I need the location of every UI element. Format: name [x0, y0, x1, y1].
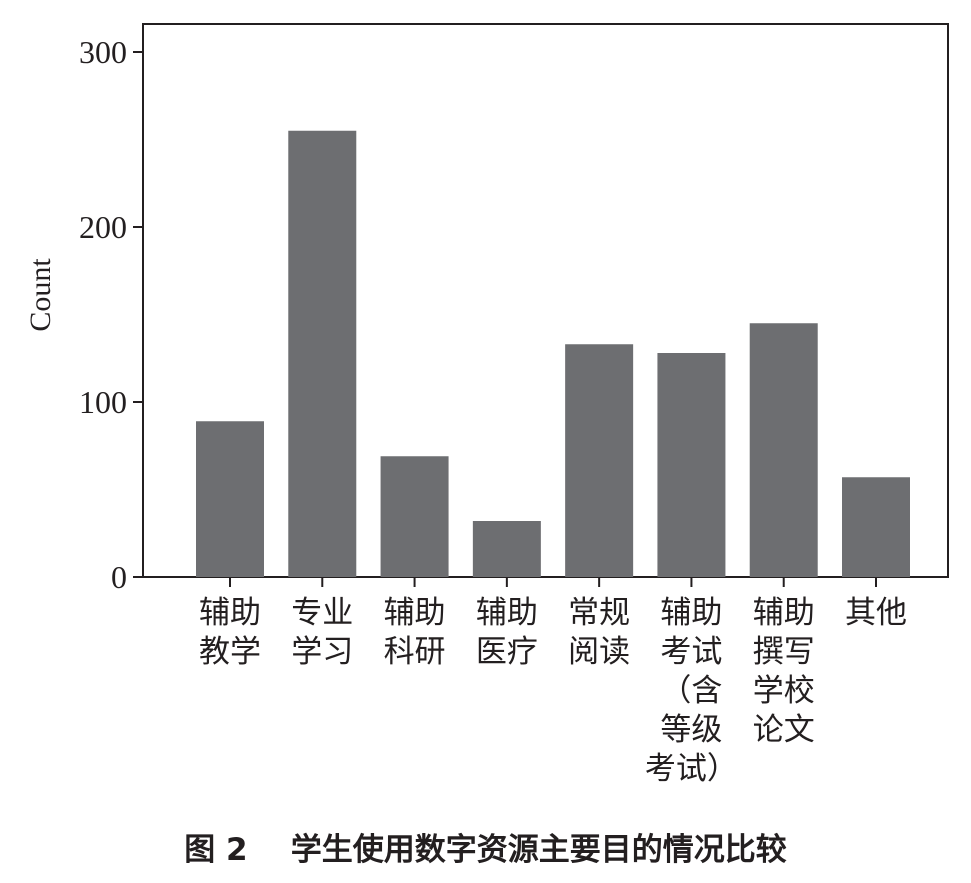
x-tick-label: 辅助科研 — [384, 595, 446, 670]
bar — [749, 323, 818, 577]
bar — [472, 521, 541, 577]
x-tick-label: 辅助撰写学校论文 — [753, 595, 815, 748]
bars — [196, 130, 910, 577]
bar — [196, 421, 264, 577]
x-tick-label: 专业学习 — [291, 595, 353, 670]
bar — [380, 456, 449, 577]
x-tick-label: 辅助教学 — [199, 595, 261, 670]
y-tick-label: 300 — [79, 34, 127, 70]
x-tick-label: 辅助医疗 — [476, 595, 538, 670]
x-tick-label: 辅助考试（含等级考试） — [645, 595, 738, 787]
y-axis-title: Count — [24, 258, 57, 332]
bar — [657, 353, 726, 577]
bar — [565, 344, 634, 577]
x-tick-label: 其他 — [845, 595, 907, 631]
y-axis: 0 100 200 300 — [79, 34, 143, 595]
bar — [288, 130, 357, 577]
y-tick-label: 200 — [79, 209, 127, 245]
y-tick-label: 0 — [111, 559, 127, 595]
x-tick-label: 常规阅读 — [568, 595, 630, 670]
figure-caption: 图 2 学生使用数字资源主要目的情况比较 — [184, 832, 787, 868]
plot-frame — [142, 23, 949, 578]
y-tick-label: 100 — [79, 384, 127, 420]
bar — [842, 477, 910, 577]
x-axis: 辅助教学专业学习辅助科研辅助医疗常规阅读辅助考试（含等级考试）辅助撰写学校论文其… — [199, 577, 907, 787]
